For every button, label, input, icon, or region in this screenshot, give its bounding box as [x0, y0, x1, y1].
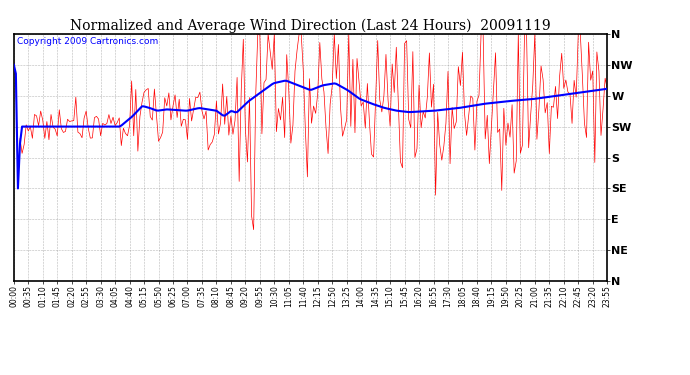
Text: Copyright 2009 Cartronics.com: Copyright 2009 Cartronics.com: [17, 38, 158, 46]
Title: Normalized and Average Wind Direction (Last 24 Hours)  20091119: Normalized and Average Wind Direction (L…: [70, 18, 551, 33]
